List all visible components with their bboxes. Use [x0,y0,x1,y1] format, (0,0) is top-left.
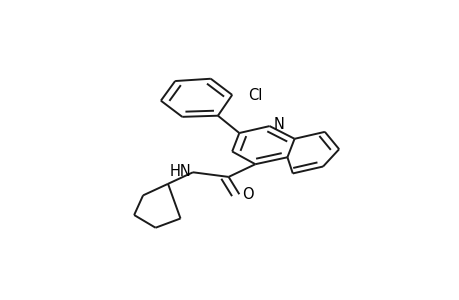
Text: N: N [273,117,284,132]
Text: O: O [241,188,253,202]
Text: Cl: Cl [248,88,262,103]
Text: HN: HN [169,164,191,178]
